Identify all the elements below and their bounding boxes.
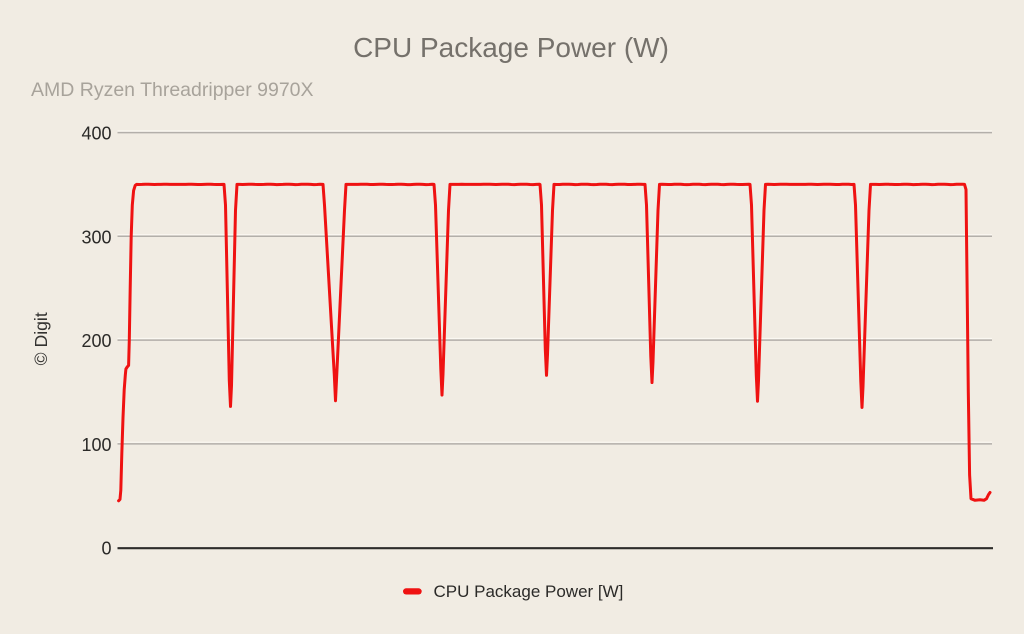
svg-text:100: 100 [81,435,111,455]
svg-text:CPU Package Power [W]: CPU Package Power [W] [434,582,624,601]
svg-text:CPU Package Power (W): CPU Package Power (W) [353,32,669,63]
svg-text:© Digit: © Digit [31,312,51,365]
svg-text:200: 200 [81,331,111,351]
svg-text:400: 400 [81,124,111,144]
svg-text:AMD Ryzen Threadripper 9970X: AMD Ryzen Threadripper 9970X [31,79,314,101]
svg-text:0: 0 [101,539,111,559]
svg-text:300: 300 [81,227,111,247]
